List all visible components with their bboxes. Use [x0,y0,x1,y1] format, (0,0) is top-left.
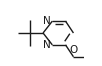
Text: N: N [43,16,51,26]
Text: O: O [69,45,78,55]
Text: N: N [43,40,51,50]
